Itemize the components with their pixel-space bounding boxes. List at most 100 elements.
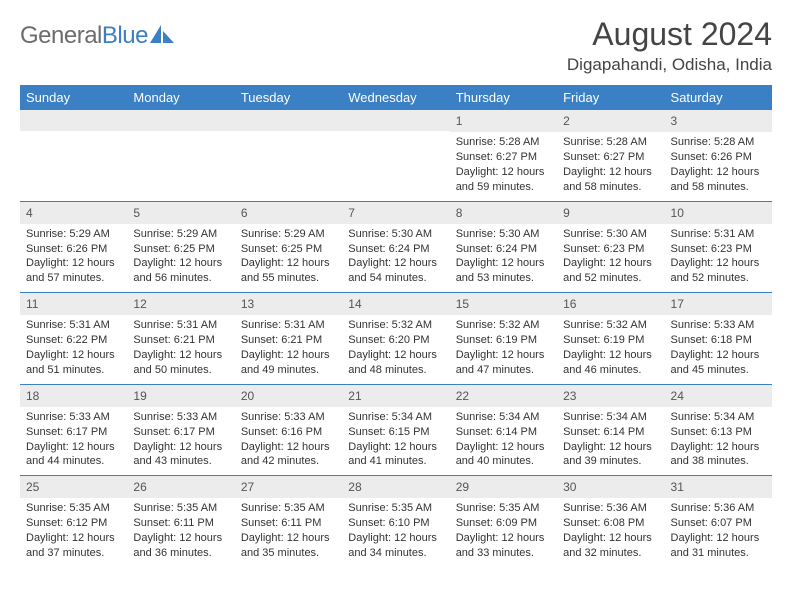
daylight-line: Daylight: 12 hours and 49 minutes. xyxy=(241,348,336,378)
calendar-day-cell: 9 Sunrise: 5:30 AMSunset: 6:23 PMDaylight… xyxy=(557,201,664,293)
calendar-day-cell: 22 Sunrise: 5:34 AMSunset: 6:14 PMDayligh… xyxy=(450,384,557,476)
day-number: 2 xyxy=(557,110,664,132)
day-data: Sunrise: 5:34 AMSunset: 6:14 PMDaylight:… xyxy=(450,410,557,469)
calendar-day-cell: 29Sunrise: 5:35 AMSunset: 6:09 PMDayligh… xyxy=(450,476,557,567)
day-header: Monday xyxy=(127,85,234,110)
day-number: 22 xyxy=(450,385,557,407)
sunrise-line: Sunrise: 5:33 AM xyxy=(241,410,336,425)
sunrise-line: Sunrise: 5:30 AM xyxy=(563,227,658,242)
calendar-page: GeneralBlue August 2024 Digapahandi, Odi… xyxy=(0,0,792,583)
calendar-day-cell: 23Sunrise: 5:34 AMSunset: 6:14 PMDayligh… xyxy=(557,384,664,476)
sunset-line: Sunset: 6:24 PM xyxy=(348,242,443,257)
calendar-day-cell: 2 Sunrise: 5:28 AMSunset: 6:27 PMDaylight… xyxy=(557,110,664,201)
sunset-line: Sunset: 6:23 PM xyxy=(563,242,658,257)
daylight-line: Daylight: 12 hours and 51 minutes. xyxy=(26,348,121,378)
logo-part2: Blue xyxy=(102,22,148,49)
sunrise-line: Sunrise: 5:34 AM xyxy=(563,410,658,425)
logo: GeneralBlue xyxy=(20,22,176,50)
day-number: 31 xyxy=(665,476,772,498)
calendar-day-cell: 7Sunrise: 5:30 AMSunset: 6:24 PMDaylight… xyxy=(342,201,449,293)
daylight-line: Daylight: 12 hours and 37 minutes. xyxy=(26,531,121,561)
day-data: Sunrise: 5:33 AMSunset: 6:17 PMDaylight:… xyxy=(127,410,234,469)
calendar-day-cell: 14Sunrise: 5:32 AMSunset: 6:20 PMDayligh… xyxy=(342,293,449,385)
day-data: Sunrise: 5:31 AMSunset: 6:23 PMDaylight:… xyxy=(665,227,772,286)
page-title: August 2024 xyxy=(567,16,772,53)
sunrise-line: Sunrise: 5:35 AM xyxy=(133,501,228,516)
calendar-day-cell xyxy=(235,110,342,201)
day-data: Sunrise: 5:30 AMSunset: 6:23 PMDaylight:… xyxy=(557,227,664,286)
daylight-line: Daylight: 12 hours and 50 minutes. xyxy=(133,348,228,378)
day-number: 23 xyxy=(557,385,664,407)
day-number: 17 xyxy=(665,293,772,315)
sunset-line: Sunset: 6:19 PM xyxy=(456,333,551,348)
daylight-line: Daylight: 12 hours and 42 minutes. xyxy=(241,440,336,470)
daylight-line: Daylight: 12 hours and 47 minutes. xyxy=(456,348,551,378)
day-number: 14 xyxy=(342,293,449,315)
sunrise-line: Sunrise: 5:31 AM xyxy=(133,318,228,333)
day-data: Sunrise: 5:35 AMSunset: 6:11 PMDaylight:… xyxy=(127,501,234,560)
sunset-line: Sunset: 6:25 PM xyxy=(241,242,336,257)
sunrise-line: Sunrise: 5:35 AM xyxy=(348,501,443,516)
sunrise-line: Sunrise: 5:35 AM xyxy=(241,501,336,516)
day-data: Sunrise: 5:33 AMSunset: 6:17 PMDaylight:… xyxy=(20,410,127,469)
sunset-line: Sunset: 6:15 PM xyxy=(348,425,443,440)
day-data: Sunrise: 5:31 AMSunset: 6:21 PMDaylight:… xyxy=(235,318,342,377)
day-number: 26 xyxy=(127,476,234,498)
day-data: Sunrise: 5:32 AMSunset: 6:19 PMDaylight:… xyxy=(557,318,664,377)
day-data: Sunrise: 5:36 AMSunset: 6:08 PMDaylight:… xyxy=(557,501,664,560)
day-header: Tuesday xyxy=(235,85,342,110)
day-number: 9 xyxy=(557,202,664,224)
day-number: 1 xyxy=(450,110,557,132)
calendar-week-row: 4Sunrise: 5:29 AMSunset: 6:26 PMDaylight… xyxy=(20,201,772,293)
day-number: 10 xyxy=(665,202,772,224)
sunrise-line: Sunrise: 5:35 AM xyxy=(26,501,121,516)
daylight-line: Daylight: 12 hours and 52 minutes. xyxy=(563,256,658,286)
empty-day xyxy=(235,110,342,131)
day-data: Sunrise: 5:28 AMSunset: 6:27 PMDaylight:… xyxy=(557,135,664,194)
calendar-day-cell: 21Sunrise: 5:34 AMSunset: 6:15 PMDayligh… xyxy=(342,384,449,476)
sunrise-line: Sunrise: 5:31 AM xyxy=(671,227,766,242)
daylight-line: Daylight: 12 hours and 33 minutes. xyxy=(456,531,551,561)
day-number: 28 xyxy=(342,476,449,498)
calendar-day-cell: 31 Sunrise: 5:36 AMSunset: 6:07 PMDayligh… xyxy=(665,476,772,567)
day-number: 8 xyxy=(450,202,557,224)
sunset-line: Sunset: 6:21 PM xyxy=(133,333,228,348)
sunrise-line: Sunrise: 5:34 AM xyxy=(348,410,443,425)
sunset-line: Sunset: 6:24 PM xyxy=(456,242,551,257)
calendar-day-cell: 18Sunrise: 5:33 AMSunset: 6:17 PMDayligh… xyxy=(20,384,127,476)
day-data: Sunrise: 5:30 AMSunset: 6:24 PMDaylight:… xyxy=(450,227,557,286)
sunrise-line: Sunrise: 5:28 AM xyxy=(563,135,658,150)
sunset-line: Sunset: 6:17 PM xyxy=(133,425,228,440)
sunrise-line: Sunrise: 5:36 AM xyxy=(671,501,766,516)
sunrise-line: Sunrise: 5:28 AM xyxy=(456,135,551,150)
daylight-line: Daylight: 12 hours and 38 minutes. xyxy=(671,440,766,470)
day-number: 15 xyxy=(450,293,557,315)
day-header: Friday xyxy=(557,85,664,110)
day-data: Sunrise: 5:36 AMSunset: 6:07 PMDaylight:… xyxy=(665,501,772,560)
day-number: 7 xyxy=(342,202,449,224)
sunset-line: Sunset: 6:11 PM xyxy=(133,516,228,531)
sunset-line: Sunset: 6:27 PM xyxy=(456,150,551,165)
day-header: Saturday xyxy=(665,85,772,110)
sunrise-line: Sunrise: 5:34 AM xyxy=(456,410,551,425)
daylight-line: Daylight: 12 hours and 31 minutes. xyxy=(671,531,766,561)
calendar-day-cell: 6Sunrise: 5:29 AMSunset: 6:25 PMDaylight… xyxy=(235,201,342,293)
calendar-day-cell: 16Sunrise: 5:32 AMSunset: 6:19 PMDayligh… xyxy=(557,293,664,385)
calendar-day-cell: 30Sunrise: 5:36 AMSunset: 6:08 PMDayligh… xyxy=(557,476,664,567)
daylight-line: Daylight: 12 hours and 48 minutes. xyxy=(348,348,443,378)
calendar-day-cell: 4Sunrise: 5:29 AMSunset: 6:26 PMDaylight… xyxy=(20,201,127,293)
daylight-line: Daylight: 12 hours and 46 minutes. xyxy=(563,348,658,378)
calendar-day-cell: 8 Sunrise: 5:30 AMSunset: 6:24 PMDaylight… xyxy=(450,201,557,293)
sunrise-line: Sunrise: 5:33 AM xyxy=(26,410,121,425)
day-number: 13 xyxy=(235,293,342,315)
sunset-line: Sunset: 6:13 PM xyxy=(671,425,766,440)
empty-day xyxy=(127,110,234,131)
daylight-line: Daylight: 12 hours and 53 minutes. xyxy=(456,256,551,286)
day-data: Sunrise: 5:34 AMSunset: 6:15 PMDaylight:… xyxy=(342,410,449,469)
sunrise-line: Sunrise: 5:35 AM xyxy=(456,501,551,516)
sunrise-line: Sunrise: 5:32 AM xyxy=(348,318,443,333)
day-number: 19 xyxy=(127,385,234,407)
daylight-line: Daylight: 12 hours and 57 minutes. xyxy=(26,256,121,286)
sunset-line: Sunset: 6:22 PM xyxy=(26,333,121,348)
daylight-line: Daylight: 12 hours and 34 minutes. xyxy=(348,531,443,561)
